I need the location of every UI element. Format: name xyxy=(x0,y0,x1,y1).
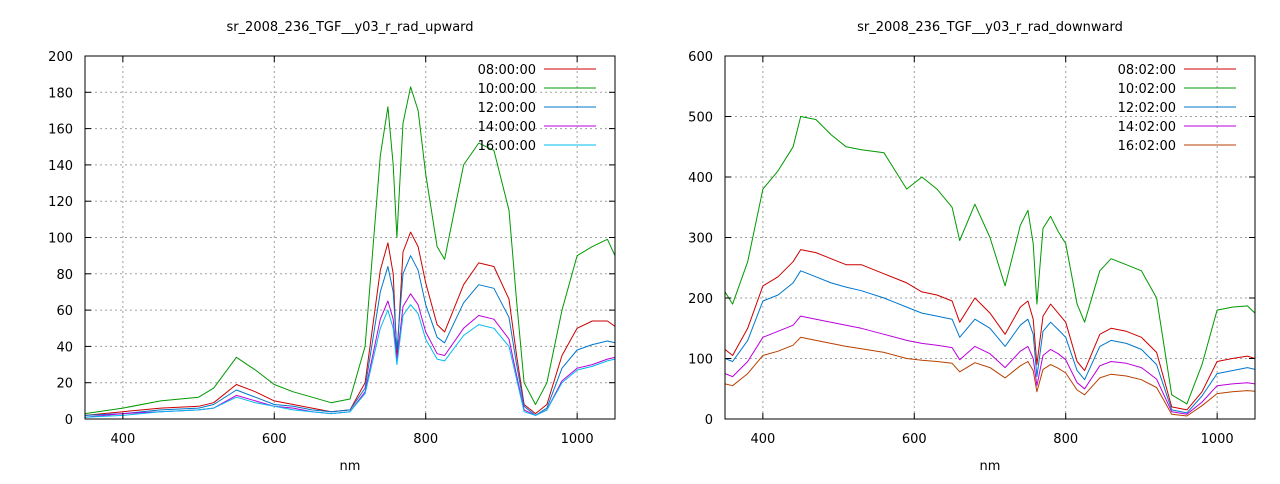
legend-label: 16:02:00 xyxy=(1118,139,1176,154)
legend-label: 16:00:00 xyxy=(478,139,536,154)
x-axis-label: nm xyxy=(980,459,1001,474)
x-axis-label: nm xyxy=(340,459,361,474)
x-tick-label: 400 xyxy=(750,432,775,447)
y-tick-label: 500 xyxy=(688,111,713,126)
series-line-0 xyxy=(85,231,615,416)
legend-label: 08:02:00 xyxy=(1118,63,1176,78)
y-tick-label: 0 xyxy=(705,413,713,428)
y-tick-label: 60 xyxy=(56,304,73,319)
x-tick-label: 600 xyxy=(262,432,287,447)
series-line-1 xyxy=(725,116,1255,405)
y-tick-label: 140 xyxy=(48,159,73,174)
x-tick-label: 1000 xyxy=(561,432,594,447)
legend-label: 14:02:00 xyxy=(1118,120,1176,135)
series-line-3 xyxy=(725,315,1255,415)
y-tick-label: 40 xyxy=(56,340,73,355)
y-tick-label: 180 xyxy=(48,86,73,101)
legend-label: 08:00:00 xyxy=(478,63,536,78)
chart-upward: 400 600 800 1000 0 20 40 60 80 100 120 140 160 180 200… xyxy=(48,20,616,474)
y-tick-label: 80 xyxy=(56,268,73,283)
y-tick-label: 300 xyxy=(688,232,713,247)
series-line-2 xyxy=(85,255,615,416)
legend-label: 10:00:00 xyxy=(478,82,536,97)
chart-title: sr_2008_236_TGF__y03_r_rad_upward xyxy=(226,20,473,35)
y-tick-label: 160 xyxy=(48,123,73,138)
series-line-4 xyxy=(725,336,1255,417)
chart-downward: 400 600 800 1000 0 100 200 300 400 500 600 sr_2008_… xyxy=(688,20,1256,474)
y-tick-label: 200 xyxy=(688,292,713,307)
y-tick-label: 120 xyxy=(48,195,73,210)
y-tick-label: 600 xyxy=(688,50,713,65)
y-tick-label: 100 xyxy=(48,232,73,247)
y-tick-label: 20 xyxy=(56,377,73,392)
legend-label: 10:02:00 xyxy=(1118,82,1176,97)
y-tick-label: 100 xyxy=(688,353,713,368)
chart-title: sr_2008_236_TGF__y03_r_rad_downward xyxy=(857,20,1123,35)
legend-label: 14:00:00 xyxy=(478,120,536,135)
x-tick-label: 800 xyxy=(413,432,438,447)
x-tick-label: 800 xyxy=(1053,432,1078,447)
x-tick-label: 1000 xyxy=(1201,432,1234,447)
legend-label: 12:00:00 xyxy=(478,101,536,116)
y-tick-label: 0 xyxy=(65,413,73,428)
y-tick-label: 200 xyxy=(48,50,73,65)
y-tick-label: 400 xyxy=(688,171,713,186)
series-line-0 xyxy=(725,249,1255,411)
x-tick-label: 600 xyxy=(902,432,927,447)
series-line-4 xyxy=(85,304,615,418)
legend-label: 12:02:00 xyxy=(1118,101,1176,116)
x-tick-label: 400 xyxy=(110,432,135,447)
series-line-2 xyxy=(725,270,1255,414)
series-line-1 xyxy=(85,86,615,415)
